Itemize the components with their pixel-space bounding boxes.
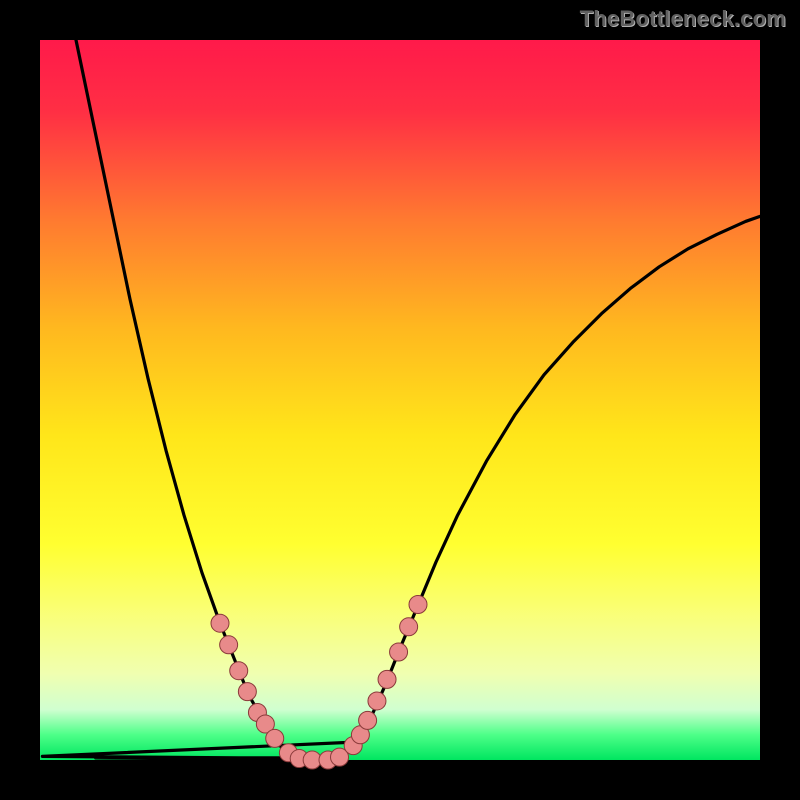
data-point bbox=[238, 683, 256, 701]
data-point bbox=[378, 670, 396, 688]
data-point bbox=[266, 729, 284, 747]
data-point bbox=[390, 643, 408, 661]
data-point bbox=[368, 692, 386, 710]
data-point bbox=[220, 636, 238, 654]
data-point bbox=[359, 711, 377, 729]
watermark-text: TheBottleneck.com bbox=[580, 6, 786, 32]
bottleneck-v-curve-chart bbox=[0, 0, 800, 800]
data-point bbox=[211, 614, 229, 632]
data-point bbox=[409, 595, 427, 613]
data-point bbox=[303, 751, 321, 769]
data-point bbox=[230, 662, 248, 680]
data-point bbox=[400, 618, 418, 636]
chart-canvas: TheBottleneck.com bbox=[0, 0, 800, 800]
